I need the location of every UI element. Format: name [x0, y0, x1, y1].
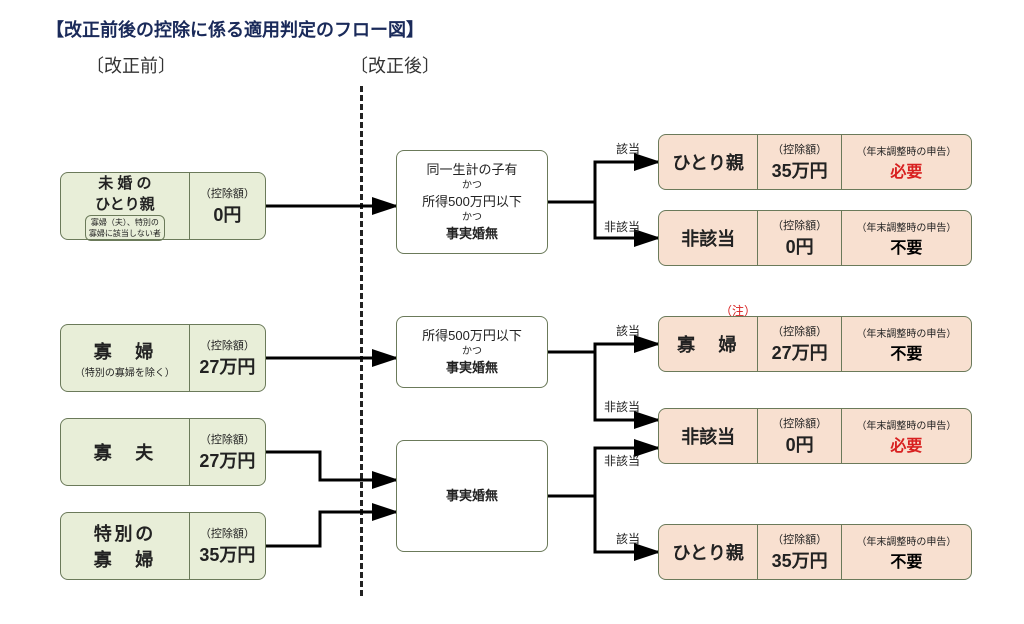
left-box-1: 未 婚 の ひとり親 寡婦（夫）、特別の 寡婦に該当しない者 （控除額） 0円	[60, 172, 266, 240]
left4-amt: 35万円	[199, 541, 255, 567]
r4-amt-label: （控除額）	[772, 415, 827, 431]
c2-l1: 所得500万円以下	[422, 327, 522, 345]
edge-c2-yes: 該当	[616, 322, 640, 339]
r2-decl: 不要	[890, 234, 922, 258]
r3-decl: 不要	[890, 340, 922, 364]
c1-k1: かつ	[462, 179, 482, 193]
cond-box-2: 所得500万円以下 かつ 事実婚無	[396, 316, 548, 388]
r1-title: ひとり親	[672, 149, 743, 175]
r2-decl-label: （年末調整時の申告）	[856, 219, 956, 234]
left3-amt: 27万円	[199, 447, 255, 473]
r2-amt: 0円	[786, 233, 814, 259]
r3-amt: 27万円	[772, 339, 828, 365]
c3-l1: 事実婚無	[446, 487, 498, 505]
divider-dashed	[360, 86, 363, 596]
left1-amt: 0円	[213, 201, 241, 227]
r3-amt-label: （控除額）	[772, 323, 827, 339]
r3-decl-label: （年末調整時の申告）	[856, 325, 956, 340]
r5-title: ひとり親	[672, 539, 743, 565]
r4-decl: 必要	[890, 432, 922, 456]
left1-sub: 寡婦（夫）、特別の 寡婦に該当しない者	[85, 215, 165, 241]
left-box-3: 寡 夫 （控除額） 27万円	[60, 418, 266, 486]
c2-k1: かつ	[462, 345, 482, 359]
left3-title: 寡 夫	[94, 439, 156, 465]
r5-decl: 不要	[890, 548, 922, 572]
r3-title: 寡 婦	[677, 331, 739, 357]
left-box-2: 寡 婦 （特別の寡婦を除く） （控除額） 27万円	[60, 324, 266, 392]
c1-l1: 同一生計の子有	[426, 161, 517, 179]
r1-amt: 35万円	[772, 157, 828, 183]
left2-amt-label: （控除額）	[200, 337, 255, 353]
r4-decl-label: （年末調整時の申告）	[856, 417, 956, 432]
c1-k2: かつ	[462, 211, 482, 225]
header-after: 〔改正後〕	[350, 52, 440, 78]
left4-amt-label: （控除額）	[200, 525, 255, 541]
r1-amt-label: （控除額）	[772, 141, 827, 157]
result-box-4: 非該当 （控除額） 0円 （年末調整時の申告） 必要	[658, 408, 972, 464]
left2-amt: 27万円	[199, 353, 255, 379]
page-title: 【改正前後の控除に係る適用判定のフロー図】	[46, 16, 424, 42]
r1-decl: 必要	[890, 158, 922, 182]
left4-title: 特別の 寡 婦	[94, 520, 156, 572]
result-box-3: 寡 婦 （控除額） 27万円 （年末調整時の申告） 不要	[658, 316, 972, 372]
r5-decl-label: （年末調整時の申告）	[856, 533, 956, 548]
result-box-1: ひとり親 （控除額） 35万円 （年末調整時の申告） 必要	[658, 134, 972, 190]
r4-amt: 0円	[786, 431, 814, 457]
left1-title: 未 婚 の ひとり親	[95, 172, 155, 214]
r1-decl-label: （年末調整時の申告）	[856, 143, 956, 158]
edge-c1-yes: 該当	[616, 140, 640, 157]
r2-title: 非該当	[681, 225, 735, 251]
edge-c3-yes: 該当	[616, 530, 640, 547]
c1-l3: 事実婚無	[446, 225, 498, 243]
r2-amt-label: （控除額）	[772, 217, 827, 233]
c1-l2: 所得500万円以下	[422, 193, 522, 211]
edge-c2-no: 非該当	[604, 398, 640, 415]
left-box-4: 特別の 寡 婦 （控除額） 35万円	[60, 512, 266, 580]
left1-amt-label: （控除額）	[200, 185, 255, 201]
cond-box-1: 同一生計の子有 かつ 所得500万円以下 かつ 事実婚無	[396, 150, 548, 254]
c2-l2: 事実婚無	[446, 359, 498, 377]
result-box-5: ひとり親 （控除額） 35万円 （年末調整時の申告） 不要	[658, 524, 972, 580]
header-before: 〔改正前〕	[86, 52, 176, 78]
r4-title: 非該当	[681, 423, 735, 449]
r5-amt-label: （控除額）	[772, 531, 827, 547]
left2-sub: （特別の寡婦を除く）	[75, 364, 175, 379]
edge-c1-no: 非該当	[604, 218, 640, 235]
edge-c3-no: 非該当	[604, 452, 640, 469]
r5-amt: 35万円	[772, 547, 828, 573]
result-box-2: 非該当 （控除額） 0円 （年末調整時の申告） 不要	[658, 210, 972, 266]
cond-box-3: 事実婚無	[396, 440, 548, 552]
left3-amt-label: （控除額）	[200, 431, 255, 447]
left2-title: 寡 婦	[94, 338, 156, 364]
